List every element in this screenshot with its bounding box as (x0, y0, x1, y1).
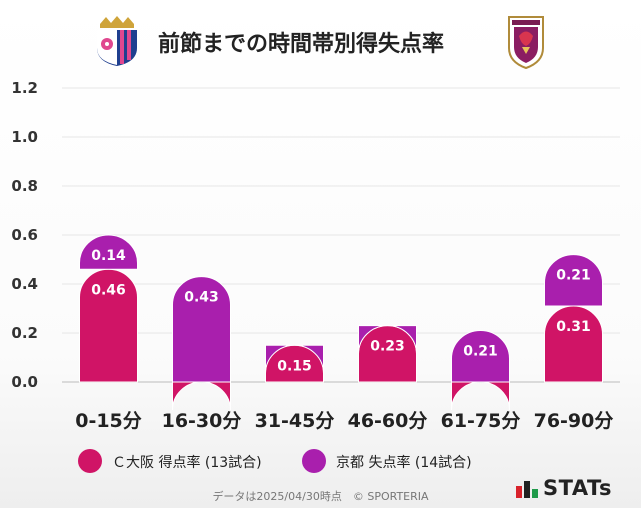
legend-swatch-cerezo (78, 449, 102, 473)
y-tick-label: 0.4 (11, 275, 38, 293)
x-tick-label: 61-75分 (441, 410, 521, 432)
bar-kyoto (544, 254, 603, 307)
bar-kyoto (358, 325, 417, 354)
bars: 0.46 0.14 0.43 0.15 0.23 0.21 0.31 0.21 (79, 234, 603, 411)
y-axis: 0.0 0.2 0.4 0.6 0.8 1.0 1.2 (11, 79, 38, 391)
bar-cerezo (544, 305, 603, 383)
kyoto-sanga-crest-icon (508, 16, 544, 70)
grid-lines (62, 87, 620, 383)
stats-logo-text: STATs (543, 476, 612, 500)
bar-kyoto (451, 330, 510, 383)
data-label-cerezo: 0.46 (91, 282, 126, 298)
data-label-cerezo: 0.23 (370, 339, 405, 355)
data-label-kyoto: 0.21 (556, 268, 591, 284)
data-label-kyoto: 0.43 (184, 290, 219, 306)
data-label-kyoto: 0.21 (463, 344, 498, 360)
bar-kyoto (79, 234, 138, 270)
y-tick-label: 1.2 (11, 79, 38, 97)
stats-bar-logo-icon (516, 481, 538, 498)
x-tick-label: 16-30分 (162, 410, 242, 432)
data-label-cerezo: 0.15 (277, 358, 312, 374)
y-tick-label: 0.8 (11, 177, 38, 195)
bar-kyoto (172, 276, 231, 383)
cerezo-osaka-crest-icon (97, 16, 137, 66)
x-tick-label: 31-45分 (255, 410, 335, 432)
bar-cerezo (451, 381, 510, 411)
y-tick-label: 0.0 (11, 373, 38, 391)
bar-kyoto (265, 344, 324, 374)
legend-label-cerezo: Ｃ大阪 得点率 (13試合) (112, 455, 262, 471)
x-tick-label: 46-60分 (348, 410, 428, 432)
legend-label-kyoto: 京都 失点率 (14試合) (336, 455, 472, 471)
x-tick-label: 0-15分 (75, 410, 142, 432)
y-tick-label: 0.6 (11, 226, 38, 244)
x-axis: 0-15分 16-30分 31-45分 46-60分 61-75分 76-90分 (75, 410, 613, 432)
chart-title: 前節までの時間帯別得失点率 (158, 32, 445, 57)
title-row: 前節までの時間帯別得失点率 (0, 14, 641, 70)
footer-note: データは2025/04/30時点 © SPORTERIA (212, 490, 429, 503)
data-label-cerezo: 0.31 (556, 319, 591, 335)
data-label-kyoto: 0.14 (91, 248, 126, 264)
legend-swatch-kyoto (302, 449, 326, 473)
bar-cerezo (172, 381, 231, 411)
y-tick-label: 1.0 (11, 128, 38, 146)
x-tick-label: 76-90分 (534, 410, 614, 432)
y-tick-label: 0.2 (11, 324, 38, 342)
chart-area: 0.00.20.40.60.81.01.2 0.460.140.430.150.… (11, 79, 620, 432)
